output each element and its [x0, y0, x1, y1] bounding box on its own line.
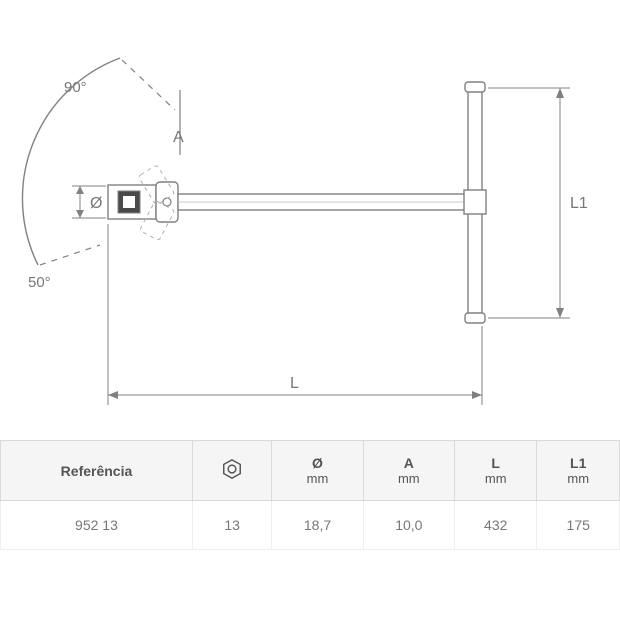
- label-L: L: [290, 375, 299, 392]
- col-referencia: Referência: [1, 441, 193, 501]
- nut-icon: [221, 467, 243, 483]
- technical-diagram: 90° 50° A Ø: [10, 10, 610, 440]
- angle-50-label: 50°: [28, 274, 51, 291]
- col-L1: L1 mm: [537, 441, 620, 501]
- cell-referencia: 952 13: [1, 501, 193, 550]
- col-L: L mm: [454, 441, 536, 501]
- table-row: 952 13 13 18,7 10,0 432 175: [1, 501, 620, 550]
- col-header-text: Ø: [312, 455, 323, 471]
- col-unit: mm: [461, 471, 530, 486]
- label-dia: Ø: [90, 195, 102, 212]
- label-A: A: [173, 129, 184, 146]
- col-header-text: L: [491, 455, 500, 471]
- label-L1: L1: [570, 195, 588, 212]
- col-header-text: L1: [570, 455, 586, 471]
- cell-dia: 18,7: [272, 501, 363, 550]
- col-header-text: A: [404, 455, 414, 471]
- cell-nut: 13: [192, 501, 271, 550]
- cell-L: 432: [454, 501, 536, 550]
- cell-L1: 175: [537, 501, 620, 550]
- col-header-text: Referência: [61, 463, 133, 479]
- col-unit: mm: [278, 471, 356, 486]
- col-dia: Ø mm: [272, 441, 363, 501]
- spec-table: Referência Ø mm A mm: [0, 440, 620, 550]
- col-A: A mm: [363, 441, 454, 501]
- cell-A: 10,0: [363, 501, 454, 550]
- col-unit: mm: [543, 471, 613, 486]
- angle-90-label: 90°: [64, 79, 87, 96]
- col-unit: mm: [370, 471, 448, 486]
- col-nut: [192, 441, 271, 501]
